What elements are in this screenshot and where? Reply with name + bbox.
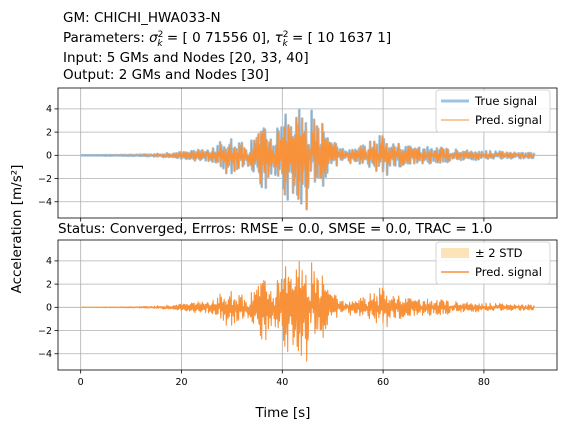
status-line: Status: Converged, Errros: RMSE = 0.0, S… xyxy=(58,221,492,237)
bottom-x-tick-label: 40 xyxy=(276,377,288,388)
top-pred-signal-line xyxy=(80,108,535,210)
output-line: Output: 2 GMs and Nodes [30] xyxy=(63,67,269,83)
legend-true-signal-label: True signal xyxy=(474,94,537,108)
bottom-x-tick-label: 80 xyxy=(478,377,490,388)
top-y-tick-label: 0 xyxy=(46,151,52,162)
bottom-x-tick-label: 0 xyxy=(78,377,84,388)
bottom-legend: ± 2 STD Pred. signal xyxy=(435,241,551,285)
gm-title: GM: CHICHI_HWA033-N xyxy=(63,10,221,26)
legend-pred-signal-label: Pred. signal xyxy=(475,113,542,127)
legend-std-band-label: ± 2 STD xyxy=(475,246,523,260)
top-y-tick-label: −4 xyxy=(38,197,52,208)
bottom-x-tick-label: 20 xyxy=(175,377,187,388)
bottom-y-tick-label: 4 xyxy=(46,256,52,267)
x-axis-label: Time [s] xyxy=(255,405,311,421)
tau-values: = [ 10 1637 1] xyxy=(288,30,391,46)
top-legend: True signal Pred. signal xyxy=(435,89,551,133)
bottom-pred-signal-line xyxy=(80,260,535,362)
top-frame xyxy=(57,87,558,219)
parameters-line: Parameters: σ2 k = [ 0 71556 0], τ2 k = [ … xyxy=(63,30,391,49)
bottom-frame xyxy=(57,239,558,371)
legend-bottom-pred-signal-label: Pred. signal xyxy=(475,265,542,279)
parameters-prefix: Parameters: xyxy=(63,30,149,46)
input-line: Input: 5 GMs and Nodes [20, 33, 40] xyxy=(63,50,309,66)
legend-std-band-swatch xyxy=(441,248,469,258)
bottom-y-tick-label: −4 xyxy=(38,349,52,360)
sigma-values: = [ 0 71556 0], xyxy=(163,30,275,46)
bottom-y-tick-label: 2 xyxy=(46,279,52,290)
top-panel: −4 −2 0 2 4 True signal Pred. signal xyxy=(38,87,558,222)
y-axis-label: Acceleration [m/s²] xyxy=(9,165,25,294)
bottom-x-tick-label: 60 xyxy=(377,377,389,388)
top-y-tick-label: 2 xyxy=(46,127,52,138)
bottom-y-tick-label: 0 xyxy=(46,303,52,314)
top-y-tick-label: 4 xyxy=(46,104,52,115)
top-axes: −4 −2 0 2 4 xyxy=(38,104,485,222)
bottom-y-tick-label: −2 xyxy=(38,326,52,337)
top-y-tick-label: −2 xyxy=(38,174,52,185)
